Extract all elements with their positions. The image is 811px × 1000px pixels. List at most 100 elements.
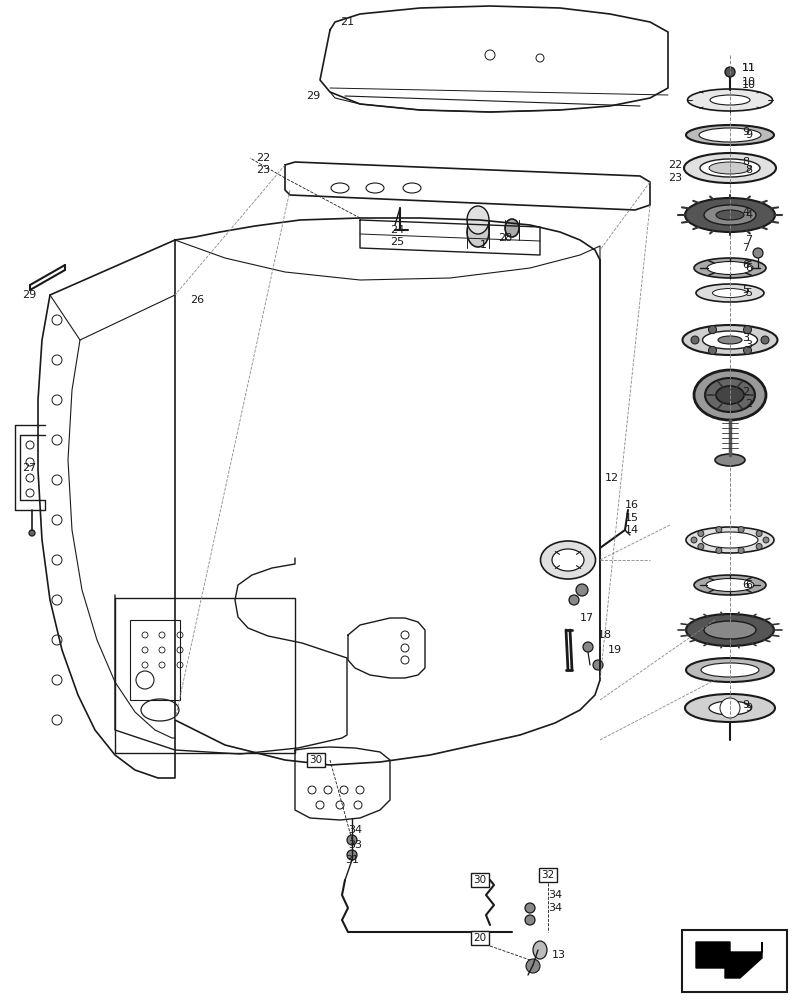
Ellipse shape (717, 336, 741, 344)
Circle shape (715, 547, 721, 553)
Circle shape (525, 915, 534, 925)
Text: 33: 33 (348, 840, 362, 850)
Ellipse shape (684, 694, 774, 722)
Ellipse shape (706, 261, 752, 274)
Text: 32: 32 (541, 870, 554, 880)
Text: 28: 28 (497, 233, 512, 243)
Ellipse shape (705, 578, 753, 591)
Ellipse shape (703, 621, 755, 639)
Ellipse shape (684, 198, 774, 232)
Ellipse shape (693, 258, 765, 278)
Ellipse shape (699, 159, 759, 177)
Ellipse shape (466, 206, 488, 234)
Text: 29: 29 (22, 290, 36, 300)
Circle shape (752, 248, 762, 258)
Text: 23: 23 (255, 165, 270, 175)
Circle shape (760, 336, 768, 344)
Bar (681, 930, 786, 992)
Ellipse shape (693, 575, 765, 595)
Ellipse shape (695, 284, 763, 302)
Circle shape (743, 326, 750, 334)
Circle shape (719, 698, 739, 718)
Ellipse shape (504, 219, 518, 237)
Ellipse shape (708, 701, 750, 715)
Text: 9: 9 (741, 127, 749, 137)
Text: 1: 1 (479, 240, 487, 250)
Circle shape (697, 543, 703, 549)
Ellipse shape (685, 527, 773, 553)
Text: 18: 18 (597, 630, 611, 640)
Text: 30: 30 (309, 755, 322, 765)
Text: 29: 29 (306, 91, 320, 101)
Circle shape (737, 547, 743, 553)
Polygon shape (695, 942, 761, 978)
Circle shape (575, 584, 587, 596)
Text: 27: 27 (22, 463, 36, 473)
Circle shape (708, 346, 715, 354)
Text: 31: 31 (345, 855, 358, 865)
Ellipse shape (702, 532, 757, 548)
Ellipse shape (715, 386, 743, 404)
Text: 26: 26 (190, 295, 204, 305)
Circle shape (346, 850, 357, 860)
Text: 11: 11 (741, 63, 755, 73)
Circle shape (715, 527, 721, 533)
Text: 16: 16 (624, 500, 638, 510)
Text: 7: 7 (744, 235, 751, 245)
Circle shape (737, 527, 743, 533)
Text: 9: 9 (744, 703, 751, 713)
Text: 5: 5 (744, 288, 751, 298)
Circle shape (346, 835, 357, 845)
Text: 8: 8 (744, 165, 751, 175)
Circle shape (755, 531, 762, 537)
Bar (115, 598, 294, 753)
Text: 34: 34 (547, 890, 561, 900)
Circle shape (743, 346, 750, 354)
Text: 6: 6 (741, 260, 748, 270)
Ellipse shape (714, 454, 744, 466)
Ellipse shape (682, 325, 777, 355)
Ellipse shape (698, 128, 760, 142)
Text: 20: 20 (473, 933, 486, 943)
Ellipse shape (703, 205, 755, 225)
Text: 19: 19 (607, 645, 621, 655)
Text: 34: 34 (348, 825, 362, 835)
Ellipse shape (683, 153, 775, 183)
Circle shape (690, 537, 696, 543)
Ellipse shape (693, 370, 765, 420)
Circle shape (29, 530, 35, 536)
Text: 11: 11 (741, 63, 755, 73)
Text: 17: 17 (579, 613, 594, 623)
Text: 34: 34 (547, 903, 561, 913)
Circle shape (582, 642, 592, 652)
Ellipse shape (466, 217, 488, 247)
Text: 5: 5 (741, 285, 748, 295)
Ellipse shape (551, 549, 583, 571)
Text: 9: 9 (744, 130, 751, 140)
Circle shape (755, 543, 762, 549)
Text: 9: 9 (741, 700, 749, 710)
Circle shape (690, 336, 698, 344)
Bar (130, 620, 180, 700)
Text: 22: 22 (667, 160, 681, 170)
Circle shape (569, 595, 578, 605)
Text: 6: 6 (744, 263, 751, 273)
Text: 21: 21 (340, 17, 354, 27)
Circle shape (708, 326, 715, 334)
Ellipse shape (708, 162, 750, 174)
Text: 7: 7 (741, 243, 749, 253)
Ellipse shape (704, 378, 754, 412)
Text: 8: 8 (741, 157, 749, 167)
Ellipse shape (532, 941, 547, 959)
Ellipse shape (685, 658, 773, 682)
Text: 4: 4 (741, 207, 749, 217)
Text: 13: 13 (551, 950, 565, 960)
Circle shape (762, 537, 768, 543)
Circle shape (697, 531, 703, 537)
Ellipse shape (702, 331, 757, 349)
Ellipse shape (715, 210, 743, 220)
Text: 14: 14 (624, 525, 638, 535)
Ellipse shape (685, 125, 773, 145)
Ellipse shape (711, 288, 747, 298)
Text: 6: 6 (741, 580, 748, 590)
